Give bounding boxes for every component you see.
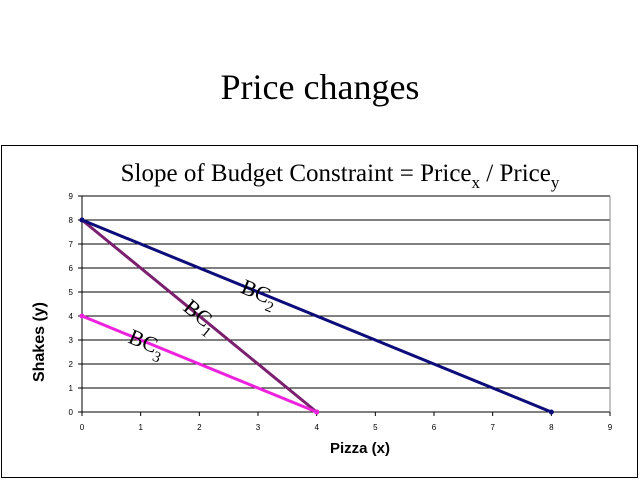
chart-frame <box>1 145 638 478</box>
y-axis-label: Shakes (y) <box>31 302 48 382</box>
series-line-bc1 <box>81 218 318 414</box>
x-tick-label: 2 <box>197 423 202 432</box>
x-tick-label: 6 <box>432 423 437 432</box>
y-tick-label: 7 <box>69 240 74 249</box>
data-point <box>548 409 554 415</box>
y-tick-label: 4 <box>69 312 74 321</box>
y-tick-label: 8 <box>69 216 74 225</box>
y-tick-label: 0 <box>69 408 74 417</box>
budget-lines <box>79 217 554 415</box>
y-tick-label: 1 <box>69 384 74 393</box>
series-line-bc3 <box>81 314 318 414</box>
x-tick-label: 9 <box>608 423 613 432</box>
data-point <box>79 217 85 223</box>
series-label-bc2: BC2 <box>235 274 281 317</box>
y-tick-label: 5 <box>69 288 74 297</box>
series-line-bc2 <box>81 218 552 414</box>
y-tick-label: 3 <box>69 336 74 345</box>
chart-title-sub-x: x <box>472 173 481 192</box>
y-tick-label: 6 <box>69 264 74 273</box>
x-tick-labels: 0 1 2 3 4 5 6 7 8 9 <box>80 423 613 432</box>
y-tick-label: 9 <box>69 192 74 201</box>
data-point <box>314 409 320 415</box>
chart-title: Slope of Budget Constraint = Pricex / Pr… <box>121 160 560 192</box>
chart-title-sub-y: y <box>551 173 560 192</box>
x-tick-label: 3 <box>256 423 261 432</box>
x-tick-label: 1 <box>138 423 143 432</box>
x-axis-label: Pizza (x) <box>330 440 390 457</box>
x-tick-label: 5 <box>373 423 378 432</box>
gridlines <box>82 195 610 389</box>
x-tick-label: 8 <box>549 423 554 432</box>
data-point <box>79 313 85 319</box>
series-label-bc3: BC3 <box>123 324 169 367</box>
chart-title-main: Slope of Budget Constraint = Price <box>121 160 472 187</box>
chart-title-mid: / Price <box>480 160 551 187</box>
x-tick-label: 0 <box>80 423 85 432</box>
x-tick-label: 7 <box>490 423 495 432</box>
axes <box>78 195 611 416</box>
y-tick-label: 2 <box>69 360 74 369</box>
y-tick-labels: 0 1 2 3 4 5 6 7 8 9 <box>69 192 74 417</box>
slide-title: Price changes <box>220 67 420 107</box>
x-tick-label: 4 <box>314 423 319 432</box>
